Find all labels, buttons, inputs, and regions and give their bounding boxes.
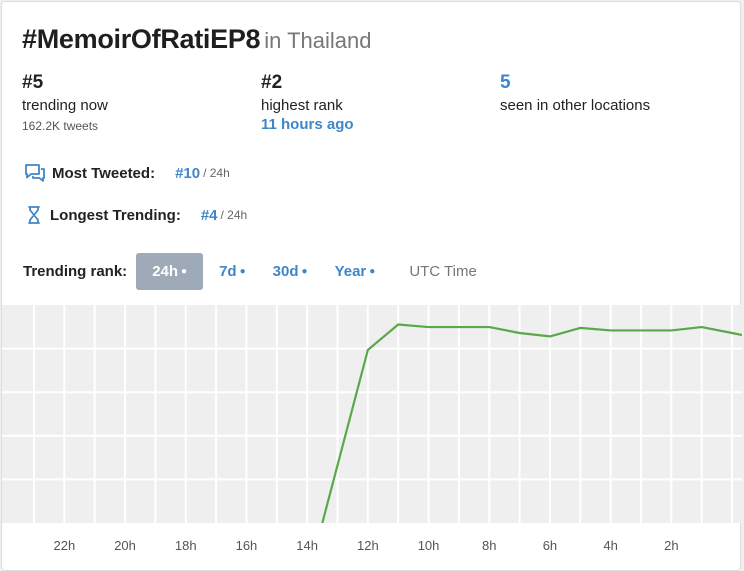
- other-locations-label: seen in other locations: [500, 97, 651, 114]
- tab-24h[interactable]: 24h ●: [136, 253, 204, 290]
- highest-rank-time-link[interactable]: 11 hours ago: [261, 116, 354, 133]
- stat-highest-rank: #2 highest rank 11 hours ago: [261, 72, 354, 133]
- utc-time-toggle[interactable]: UTC Time: [409, 263, 477, 280]
- stat-other-locations: 5 seen in other locations: [500, 72, 650, 115]
- tab-year-dot: ●: [369, 266, 376, 277]
- hashtag-title[interactable]: #MemoirOfRatiEP8: [22, 24, 261, 54]
- tweet-count: 162.2K tweets: [22, 119, 99, 133]
- other-locations-count-link[interactable]: 5: [500, 72, 511, 93]
- chart-data-point: [486, 324, 492, 330]
- tab-7d-dot: ●: [239, 266, 246, 277]
- chart-x-tick-label: 2h: [664, 538, 678, 553]
- chart-data-point: [577, 325, 583, 331]
- hourglass-icon: [28, 206, 40, 224]
- tab-30d-dot: ●: [301, 266, 308, 277]
- chart-x-tick-label: 16h: [236, 538, 258, 553]
- highest-rank-label: highest rank: [261, 97, 343, 114]
- chart-data-point: [365, 347, 371, 353]
- title-row: #MemoirOfRatiEP8 in Thailand: [22, 24, 372, 55]
- tab-7d-label: 7d: [219, 263, 237, 280]
- trending-rank-controls: Trending rank: 24h ● 7d ● 30d ● Year ● UTC T…: [23, 252, 477, 291]
- trending-rank-label: Trending rank:: [23, 263, 128, 280]
- tab-year[interactable]: Year ●: [335, 263, 376, 280]
- chart-data-point: [426, 324, 432, 330]
- chat-bubbles-icon: [25, 164, 45, 182]
- tab-30d[interactable]: 30d ●: [273, 263, 308, 280]
- chart-x-tick-label: 22h: [53, 538, 75, 553]
- longest-trending-value[interactable]: #4: [200, 206, 218, 224]
- chart-x-tick-label: 8h: [482, 538, 496, 553]
- longest-trending-label: Longest Trending:: [50, 206, 181, 224]
- most-tweeted-value[interactable]: #10: [175, 164, 201, 182]
- chart-x-tick-label: 12h: [357, 538, 379, 553]
- chart-x-tick-label: 6h: [543, 538, 557, 553]
- chart-data-point: [668, 327, 674, 333]
- chart-x-tick-label: 10h: [418, 538, 440, 553]
- most-tweeted-label: Most Tweeted:: [52, 164, 156, 182]
- most-tweeted-period: / 24h: [203, 166, 230, 180]
- tab-year-label: Year: [334, 263, 367, 280]
- tab-24h-label: 24h: [152, 263, 179, 280]
- chart-x-tick-label: 20h: [114, 538, 136, 553]
- chart-data-point: [547, 333, 553, 339]
- chart-data-point: [517, 330, 523, 336]
- chart-data-point: [699, 324, 705, 330]
- chart-plot-area: [2, 305, 742, 523]
- longest-trending-period: / 24h: [220, 208, 248, 222]
- chart-x-tick-label: 4h: [603, 538, 617, 553]
- current-rank-label: trending now: [22, 97, 108, 114]
- chart-data-point: [638, 327, 644, 333]
- chart-series-line: [321, 323, 742, 524]
- longest-trending-row: Longest Trending: #4 / 24h: [24, 205, 247, 225]
- chart-x-tick-label: 18h: [175, 538, 197, 553]
- location-label: in Thailand: [264, 28, 372, 53]
- chart-data-point: [395, 322, 401, 328]
- trending-rank-chart[interactable]: 22h 20h 18h 16h 14h 12h 10h 8h 6h 4h 2h: [2, 305, 742, 564]
- tab-24h-dot: ●: [181, 266, 188, 277]
- chart-data-point: [729, 330, 735, 336]
- highest-rank: #2: [261, 72, 283, 93]
- chart-data-point: [608, 327, 614, 333]
- stat-trending-now: #5 trending now 162.2K tweets: [22, 72, 108, 133]
- chart-data-point: [456, 324, 462, 330]
- current-rank: #5: [22, 72, 44, 93]
- chart-x-tick-label: 14h: [296, 538, 318, 553]
- most-tweeted-row: Most Tweeted: #10 / 24h: [24, 163, 230, 183]
- tab-30d-label: 30d: [272, 263, 299, 280]
- tab-7d[interactable]: 7d ●: [219, 263, 246, 280]
